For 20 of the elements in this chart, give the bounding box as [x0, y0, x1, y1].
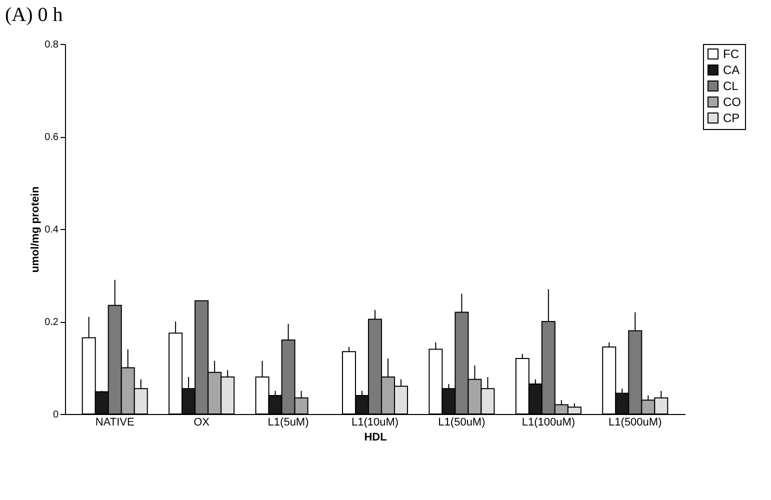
y-axis-title: umol/mg protein: [30, 186, 42, 273]
y-tick-label: 0.4: [44, 224, 59, 236]
x-tick-label: OX: [194, 416, 210, 428]
legend-label: CO: [723, 95, 741, 109]
y-tick-label: 0.8: [44, 40, 59, 50]
legend-label: CL: [723, 79, 739, 93]
x-tick-label: L1(10uM): [351, 416, 399, 428]
y-tick-label: 0.6: [44, 132, 59, 143]
chart-title: (A) 0 h: [5, 4, 63, 26]
legend-label: CP: [723, 111, 740, 125]
y-tick-label: 0: [52, 410, 59, 420]
x-tick-label: L1(100uM): [522, 416, 576, 428]
x-axis-title: HDL: [364, 432, 388, 444]
y-tick-label: 0.2: [44, 317, 59, 328]
x-tick-label: NATIVE: [95, 416, 134, 428]
x-tick-label: L1(5uM): [268, 416, 309, 428]
x-tick-label: L1(500uM): [608, 416, 662, 428]
legend-label: FC: [723, 47, 740, 61]
legend-label: CA: [723, 63, 740, 77]
x-tick-label: L1(50uM): [438, 416, 486, 428]
